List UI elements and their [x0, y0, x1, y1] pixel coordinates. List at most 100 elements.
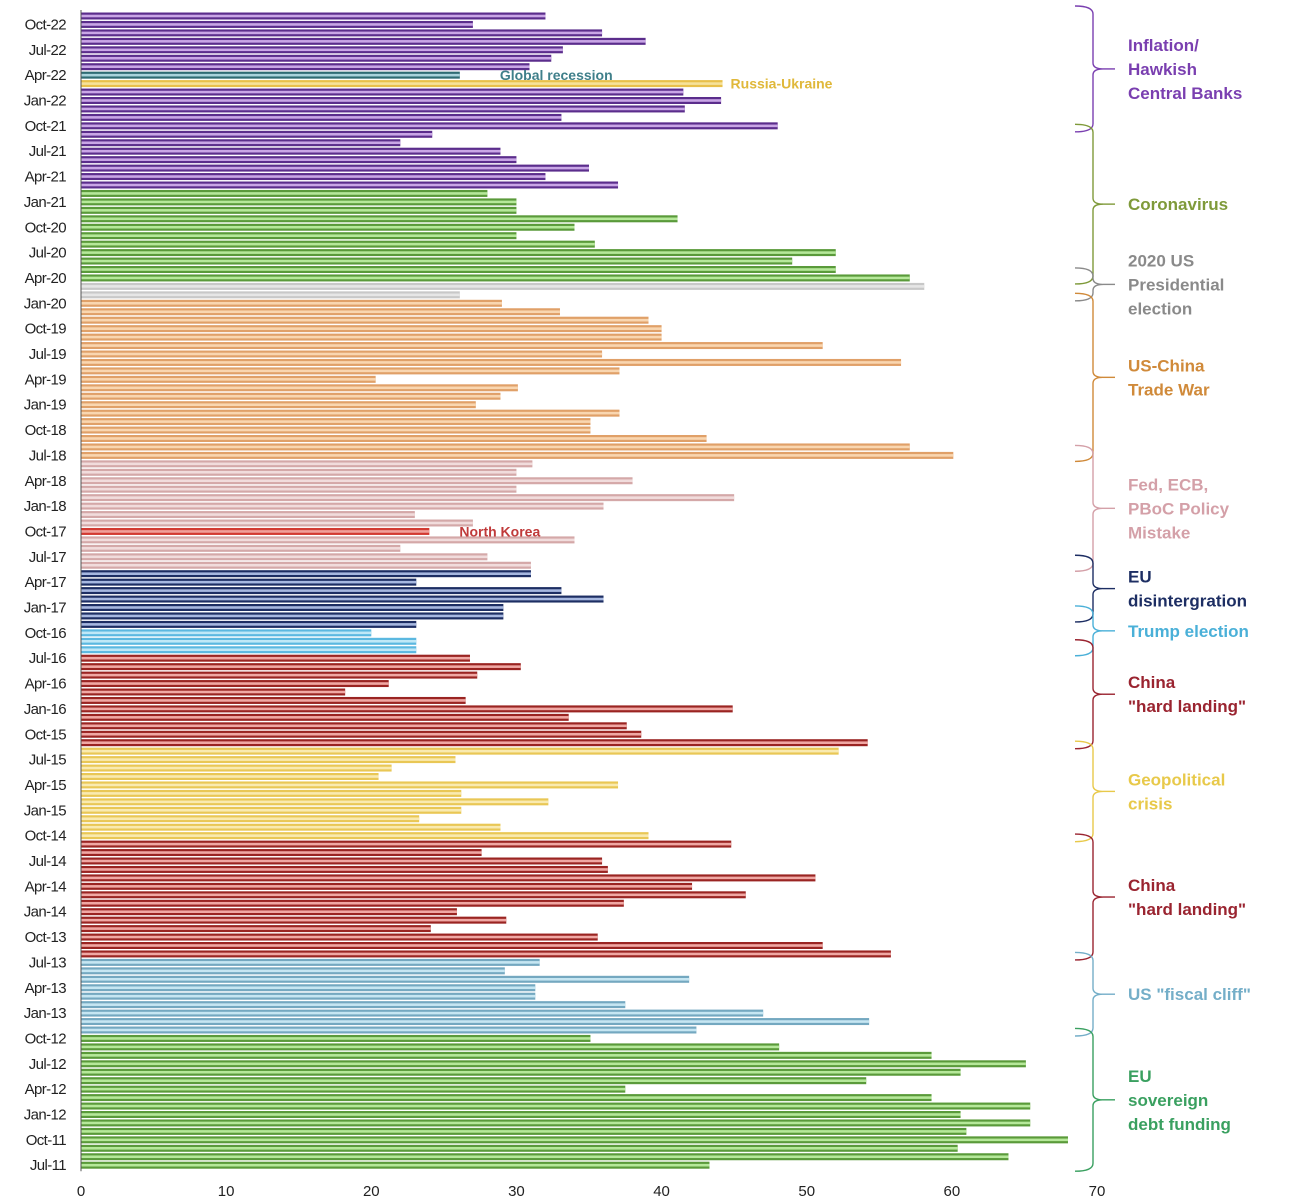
annotation-label: Presidential — [1128, 275, 1224, 294]
inline-label: North Korea — [459, 523, 540, 539]
y-tick-label: Oct-14 — [25, 828, 67, 845]
bar-highlight — [81, 851, 482, 854]
bracket-shape — [1074, 833, 1104, 961]
bar-highlight — [81, 361, 902, 364]
y-tick-label: Jan-12 — [24, 1107, 67, 1124]
bar-jul-21 — [81, 147, 501, 155]
annotation-label: Trade War — [1128, 380, 1210, 399]
bar-highlight — [81, 868, 608, 871]
bar-jan-13 — [81, 1009, 764, 1017]
bar-apr-14 — [81, 882, 693, 890]
bar-highlight — [81, 1003, 626, 1006]
bar-highlight — [81, 183, 619, 187]
bar-jul-15 — [81, 756, 456, 764]
bar-nov-11 — [81, 1127, 967, 1135]
bar-highlight — [81, 732, 642, 736]
y-tick-label: Apr-16 — [25, 676, 67, 693]
bar-aug-18 — [81, 443, 910, 451]
bar-highlight — [81, 225, 575, 229]
bar-feb-14 — [81, 899, 624, 907]
bar-highlight — [81, 200, 517, 204]
annotation-label: Geopolitical — [1128, 770, 1225, 789]
bar-highlight — [81, 859, 603, 863]
bar-mar-22 — [81, 80, 723, 88]
bar-highlight — [81, 994, 536, 998]
y-tick-label: Jul-21 — [29, 143, 67, 160]
bar-highlight — [81, 1147, 958, 1150]
bar-may-18 — [81, 468, 517, 476]
bar-jul-16 — [81, 654, 470, 662]
bar-apr-19 — [81, 375, 376, 383]
bar-highlight — [81, 318, 649, 322]
annotation-label: Mistake — [1128, 523, 1190, 542]
x-tick-label: 0 — [77, 1183, 85, 1200]
bar-highlight — [81, 175, 546, 178]
bar-highlight — [81, 116, 562, 119]
bar-oct-17 — [81, 527, 430, 535]
bar-may-14 — [81, 874, 816, 882]
bar-jun-14 — [81, 865, 608, 873]
annotation-label: election — [1128, 299, 1192, 318]
bar-highlight — [81, 572, 531, 575]
bar-highlight — [81, 935, 598, 939]
bar-highlight — [81, 783, 619, 787]
bar-highlight — [81, 707, 733, 711]
annotation-label: Coronavirus — [1128, 195, 1228, 214]
bar-oct-20 — [81, 223, 575, 231]
bar-apr-16 — [81, 680, 389, 688]
y-tick-label: Jan-15 — [24, 802, 67, 819]
bar-highlight — [81, 606, 504, 609]
bar-highlight — [81, 623, 417, 626]
bracket-us_election_2020: 2020 US Presidential election — [1074, 251, 1224, 318]
bracket-shape — [1074, 605, 1104, 657]
y-tick-label: Apr-12 — [25, 1081, 67, 1098]
bar-aug-21 — [81, 139, 401, 147]
bar-highlight — [81, 437, 707, 440]
bar-highlight — [81, 1054, 932, 1057]
bar-highlight — [81, 462, 533, 466]
bar-jun-22 — [81, 54, 552, 62]
bar-aug-13 — [81, 950, 891, 958]
bar-highlight — [81, 538, 575, 542]
bar-highlight — [81, 766, 392, 770]
bar-sep-22 — [81, 29, 603, 37]
bar-jan-22 — [81, 97, 722, 104]
bar-jun-16 — [81, 663, 521, 671]
bar-apr-21 — [81, 173, 546, 181]
bar-highlight — [81, 927, 431, 930]
bar-highlight — [81, 56, 552, 60]
bar-highlight — [81, 276, 910, 280]
bar-highlight — [81, 893, 746, 897]
bar-oct-15 — [81, 730, 642, 738]
bar-highlight — [81, 589, 562, 592]
bar-highlight — [81, 234, 517, 237]
bar-apr-20 — [81, 274, 910, 282]
bar-apr-22 — [81, 71, 460, 79]
bar-highlight — [81, 876, 816, 880]
bar-highlight — [81, 268, 836, 271]
bar-highlight — [81, 124, 778, 128]
bar-feb-21 — [81, 189, 488, 197]
bar-nov-19 — [81, 316, 649, 324]
bar-oct-11 — [81, 1136, 1068, 1144]
annotation-label: PBoC Policy — [1128, 499, 1230, 518]
bar-jan-14 — [81, 908, 457, 916]
bar-sep-19 — [81, 333, 662, 341]
bar-feb-19 — [81, 392, 501, 400]
bar-aug-12 — [81, 1051, 932, 1059]
y-tick-label: Apr-13 — [25, 980, 67, 997]
y-tick-label: Apr-15 — [25, 777, 67, 794]
bracket-trump_election: Trump election — [1074, 605, 1249, 657]
bar-highlight — [81, 310, 560, 314]
bar-highlight — [81, 1163, 710, 1167]
bar-highlight — [81, 209, 517, 212]
y-tick-label: Jul-17 — [29, 549, 67, 566]
annotation-label: EU — [1128, 568, 1152, 587]
bar-aug-16 — [81, 646, 417, 654]
bar-highlight — [81, 673, 478, 677]
bar-sep-21 — [81, 130, 433, 138]
bar-jun-17 — [81, 561, 531, 569]
y-tick-label: Apr-14 — [25, 878, 67, 895]
y-tick-label: Oct-15 — [25, 726, 67, 743]
bar-dec-13 — [81, 916, 507, 924]
